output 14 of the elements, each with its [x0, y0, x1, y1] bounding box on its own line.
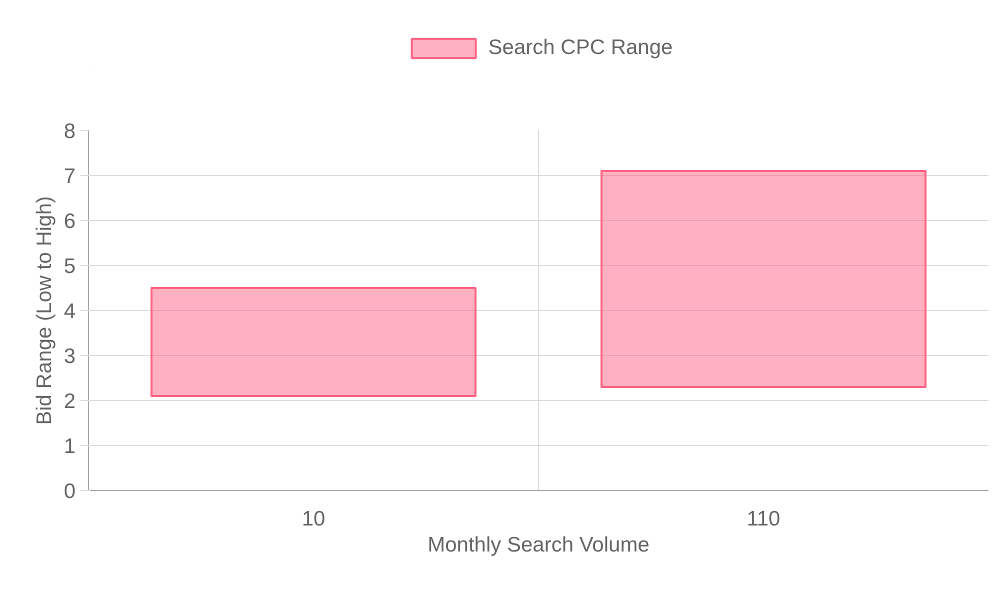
y-tick-label: 7 [64, 165, 76, 188]
y-axis-title: Bid Range (Low to High) [32, 196, 56, 425]
y-tick-label: 2 [64, 390, 76, 413]
y-tick-label: 6 [64, 210, 76, 233]
y-tick-label: 8 [64, 120, 76, 143]
y-tick-label: 5 [64, 255, 76, 278]
y-tick-label: 4 [64, 300, 76, 323]
y-tick-label: 3 [64, 345, 76, 368]
x-axis-title: Monthly Search Volume [428, 534, 650, 556]
x-tick-label: 10 [302, 508, 326, 530]
x-tick-label: 110 [746, 508, 780, 530]
y-tick-label: 1 [64, 435, 76, 458]
y-tick-label: 0 [64, 480, 76, 503]
legend-label: Search CPC Range [488, 36, 673, 60]
